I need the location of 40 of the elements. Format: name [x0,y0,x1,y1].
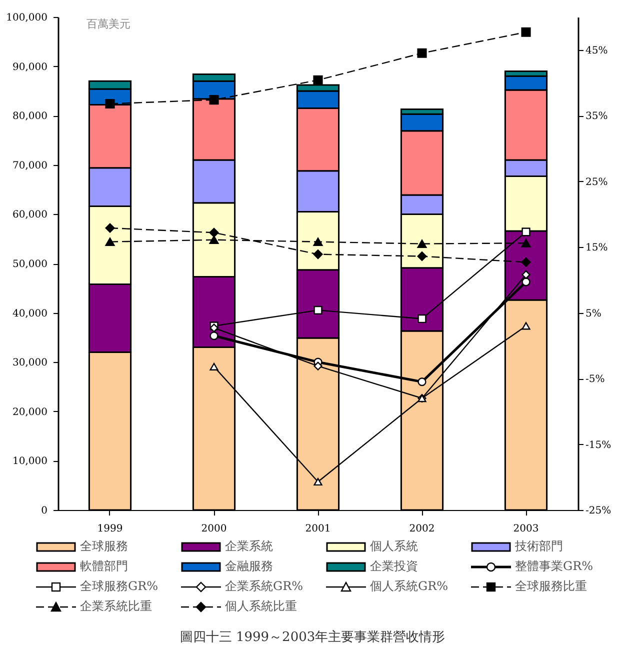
legend-label: 個人系統GR% [370,578,448,595]
y-tick-label: 60,000 [12,210,48,221]
legend-label: 全球服務 [80,538,128,555]
y-tick-label: 10,000 [12,456,48,468]
y-tick-label: 90,000 [12,62,48,73]
legend-label: 全球服務比重 [515,578,587,595]
text: 圖四十三 1999～2003年主要事業群營收情形 [178,629,446,646]
legend-label: 軟體部門 [80,558,128,575]
y2-tick-label: 25% [586,176,608,188]
x-tick-label: 2002 [409,524,435,534]
y2-tick-label: 35% [586,111,608,122]
y-tick-label: 40,000 [12,308,48,320]
y2-tick-label: 5% [586,308,602,320]
y2-tick-label: -15% [586,440,612,451]
y2-tick-label: 15% [586,242,608,254]
legend-label: 企業系統 [225,538,273,555]
legend-label: 企業投資 [370,558,418,575]
y-tick-label: 50,000 [12,259,48,270]
legend-label: 個人系統 [370,538,418,555]
y-tick-label: 100,000 [6,12,48,24]
y-tick-label: 80,000 [12,111,48,122]
y-tick-label: 70,000 [12,160,48,172]
y-axis-title: 百萬美元 [86,18,130,30]
x-tick-label: 2001 [305,524,331,534]
y-tick-label: 30,000 [12,358,48,369]
y2-tick-label: -25% [586,506,612,516]
legend-label: 技術部門 [515,538,563,555]
y2-tick-label: 45% [586,45,608,56]
y-tick-label: 20,000 [12,406,48,418]
x-tick-label: 1999 [97,524,123,534]
legend-label: 企業系統比重 [80,598,152,615]
x-tick-label: 2000 [201,524,227,534]
y2-tick-label: -5% [586,374,605,386]
y-tick-label: 0 [41,506,48,516]
legend-label: 全球服務GR% [80,578,158,595]
x-tick-label: 2003 [513,524,539,534]
legend-label: 整體事業GR% [515,558,594,575]
legend-label: 金融服務 [225,558,273,575]
legend-label: 企業系統GR% [225,578,304,595]
legend-label: 個人系統比重 [225,598,297,615]
